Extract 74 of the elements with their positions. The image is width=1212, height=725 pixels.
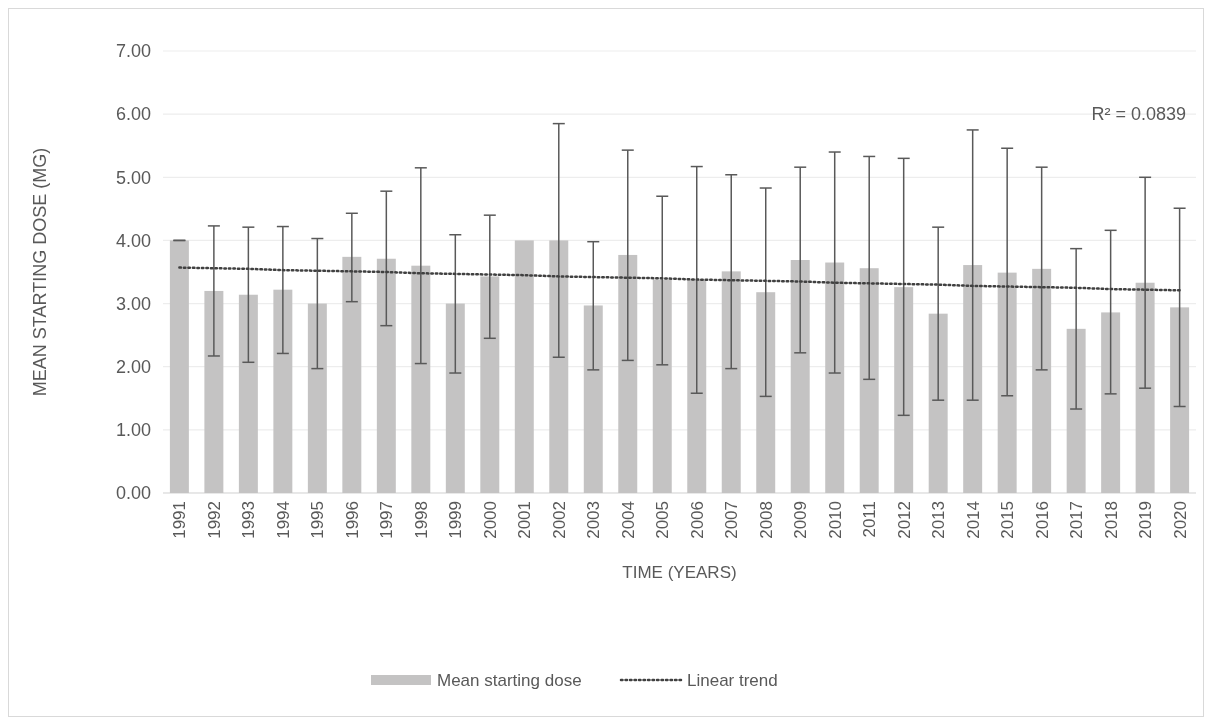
bar [1066, 328, 1086, 493]
bar [1101, 312, 1121, 493]
x-tick-label: 2009 [791, 501, 811, 539]
x-tick-label: 2000 [480, 501, 500, 539]
x-tick-label: 2003 [584, 501, 604, 539]
x-tick-label: 2007 [722, 501, 742, 539]
y-tick-label: 5.00 [115, 167, 151, 188]
x-tick-label: 2004 [618, 501, 638, 539]
bar [204, 290, 224, 493]
x-tick-label: 1991 [170, 501, 190, 539]
y-tick-label: 4.00 [115, 230, 151, 251]
y-tick-label: 1.00 [115, 420, 151, 441]
x-tick-label: 2010 [825, 501, 845, 539]
x-axis-title: TIME (YEARS) [622, 563, 737, 582]
annotation: R² = 0.0839 [1091, 104, 1186, 125]
x-tick-label: 2002 [549, 501, 569, 539]
x-tick-label: 1994 [273, 501, 293, 539]
x-tick-label: 2015 [998, 501, 1018, 539]
x-tick-label: 2006 [687, 501, 707, 539]
y-tick-label: 7.00 [115, 41, 151, 62]
bar [238, 294, 258, 493]
bar [583, 305, 603, 493]
bar [687, 279, 707, 493]
x-tick-label: 2018 [1101, 501, 1121, 539]
y-tick-label: 0.00 [115, 483, 151, 504]
x-tick-label: 1998 [411, 501, 431, 539]
x-tick-label: 1999 [446, 501, 466, 539]
bar [169, 240, 189, 493]
bar [618, 254, 638, 493]
y-tick-label: 2.00 [115, 357, 151, 378]
x-tick-label: 1993 [239, 501, 259, 539]
x-tick-label: 1992 [204, 501, 224, 539]
x-tick-label: 2011 [860, 501, 880, 538]
x-tick-label: 2005 [653, 501, 673, 539]
bar [411, 265, 431, 493]
bar [652, 279, 672, 493]
bar [997, 272, 1017, 493]
bar [859, 268, 879, 493]
bar [342, 256, 362, 493]
bar [549, 240, 569, 493]
y-tick-label: 3.00 [115, 293, 151, 314]
x-tick-label: 2017 [1067, 501, 1087, 539]
bar [790, 260, 810, 493]
bar [894, 287, 914, 493]
x-tick-label: 1995 [308, 501, 328, 539]
x-tick-label: 2013 [929, 501, 949, 539]
bar [928, 313, 948, 493]
bar [376, 258, 396, 493]
bar [1032, 268, 1052, 493]
x-tick-label: 2012 [894, 501, 914, 539]
bar [963, 265, 983, 493]
y-axis-title: MEAN STARTING DOSE (MG) [30, 147, 50, 397]
x-tick-label: 1996 [342, 501, 362, 539]
bar [1135, 282, 1155, 493]
bar [756, 292, 776, 493]
x-tick-label: 2001 [515, 501, 535, 539]
bar [1170, 307, 1190, 493]
line-series [178, 266, 1181, 292]
bar [480, 276, 500, 493]
x-tick-label: 2008 [756, 501, 776, 539]
x-tick-label: 2019 [1136, 501, 1156, 539]
x-tick-label: 2020 [1170, 501, 1190, 539]
bar [445, 303, 465, 493]
x-tick-label: 2016 [1032, 501, 1052, 539]
bar [273, 289, 293, 493]
y-tick-label: 6.00 [115, 104, 151, 125]
x-tick-label: 2014 [963, 501, 983, 539]
bar [721, 271, 741, 493]
bar [825, 262, 845, 493]
x-tick-label: 1997 [377, 501, 397, 539]
legend-label: Mean starting dose [437, 670, 582, 690]
bar [514, 240, 534, 493]
legend-label: Linear trend [687, 670, 778, 690]
bar [307, 303, 327, 493]
